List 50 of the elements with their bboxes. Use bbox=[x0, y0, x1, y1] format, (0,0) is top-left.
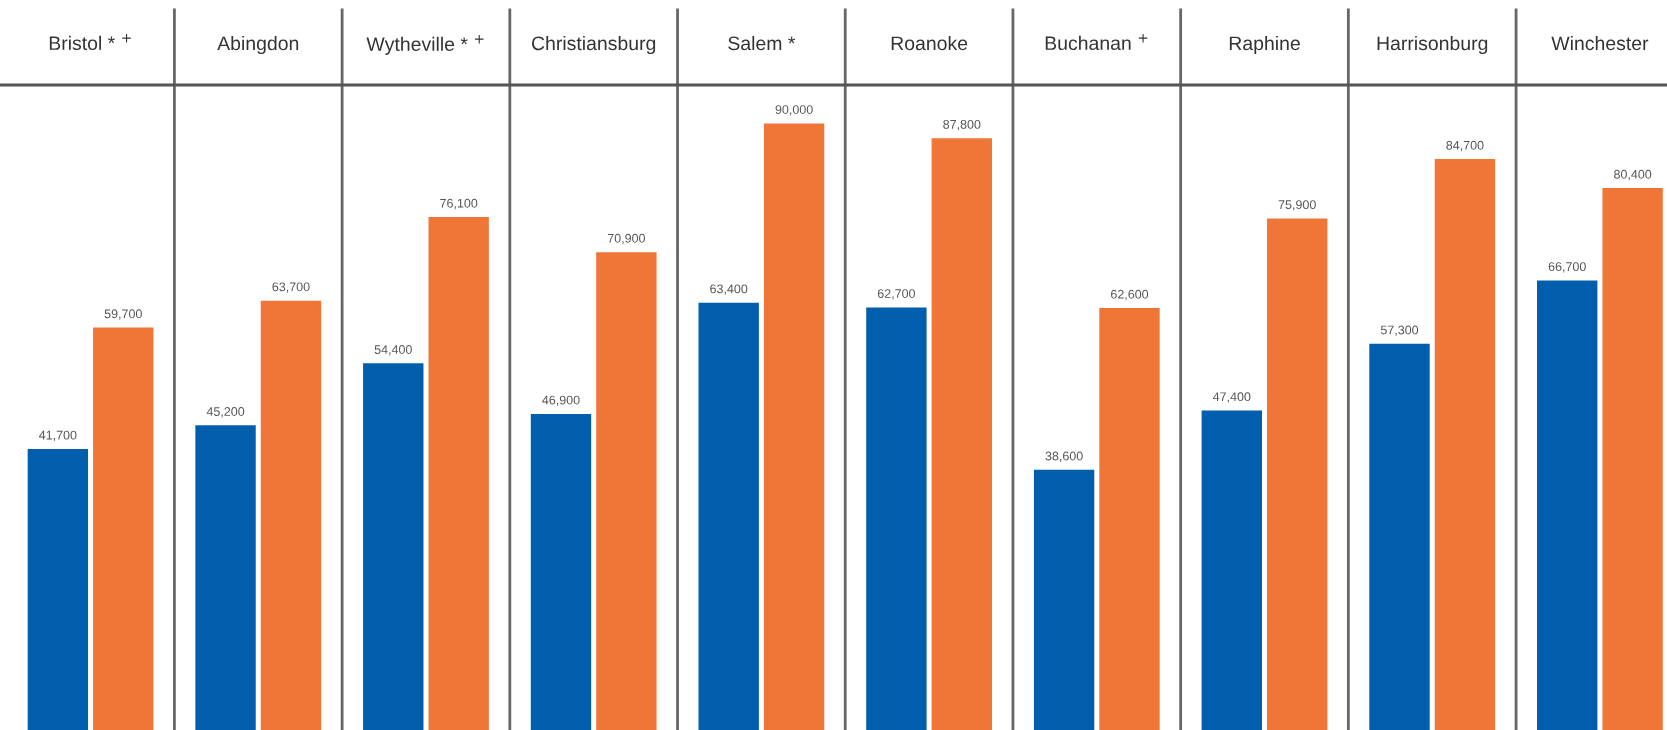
bar bbox=[428, 217, 489, 730]
data-label: 62,600 bbox=[1111, 289, 1149, 301]
bar bbox=[1537, 280, 1598, 730]
data-label: 59,700 bbox=[104, 309, 142, 320]
bar bbox=[698, 302, 759, 730]
data-label: 66,700 bbox=[1548, 262, 1586, 273]
bar bbox=[1267, 218, 1328, 730]
bar bbox=[596, 252, 657, 730]
bar bbox=[1201, 410, 1262, 730]
data-label: 75,900 bbox=[1278, 200, 1316, 211]
x-tick-label: Abingdon bbox=[217, 35, 299, 55]
bar bbox=[1434, 159, 1496, 730]
x-tick-label: Raphine bbox=[1229, 35, 1300, 55]
data-label: 47,400 bbox=[1212, 392, 1251, 403]
bar bbox=[1033, 469, 1095, 730]
bar bbox=[260, 300, 322, 730]
data-label: 70,900 bbox=[607, 233, 646, 245]
data-label: 57,300 bbox=[1380, 325, 1419, 336]
x-tick-label: Christiansburg bbox=[531, 35, 656, 55]
bar bbox=[195, 425, 256, 730]
data-label: 45,200 bbox=[206, 407, 245, 418]
bar bbox=[763, 123, 825, 730]
data-label: 84,700 bbox=[1446, 140, 1484, 152]
data-label: 62,700 bbox=[877, 289, 916, 300]
data-label: 90,000 bbox=[775, 105, 813, 116]
bar bbox=[93, 327, 154, 730]
x-tick-label: Salem * bbox=[728, 35, 796, 51]
data-label: 63,400 bbox=[710, 284, 748, 295]
data-label: 87,800 bbox=[943, 119, 981, 131]
bar bbox=[1602, 188, 1663, 730]
data-label: 46,900 bbox=[542, 395, 580, 406]
x-tick-label: Roanoke bbox=[891, 35, 968, 51]
data-label: 54,400 bbox=[374, 345, 412, 356]
x-tick-label: Buchanan $^{+}$ bbox=[1045, 33, 1148, 51]
data-label: 63,700 bbox=[272, 282, 310, 293]
data-label: 41,700 bbox=[39, 430, 77, 441]
x-tick-label: Wytheville * $^{+}$ bbox=[366, 34, 484, 55]
data-label: 80,400 bbox=[1614, 169, 1652, 181]
bar bbox=[530, 413, 592, 730]
x-tick-label: Winchester bbox=[1551, 35, 1649, 51]
bar bbox=[866, 307, 927, 730]
data-label: 38,600 bbox=[1045, 451, 1083, 462]
bar bbox=[1369, 343, 1430, 730]
x-tick-label: Bristol * $^{+}$ bbox=[49, 33, 131, 51]
data-label: 76,100 bbox=[440, 198, 478, 210]
x-tick-label: Harrisonburg bbox=[1377, 35, 1488, 55]
bar bbox=[1099, 308, 1160, 730]
bar bbox=[363, 363, 424, 730]
bar bbox=[27, 448, 89, 730]
bar bbox=[931, 138, 992, 730]
